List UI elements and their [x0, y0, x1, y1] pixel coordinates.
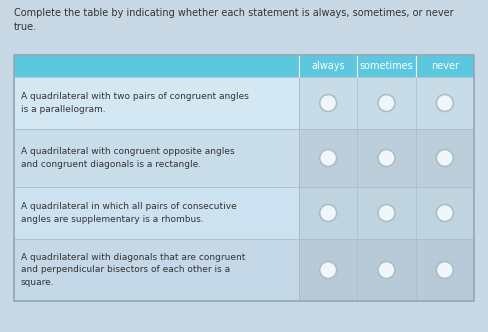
Circle shape: [320, 95, 337, 112]
Text: A quadrilateral with two pairs of congruent angles
is a parallelogram.: A quadrilateral with two pairs of congru…: [21, 92, 249, 114]
Circle shape: [436, 262, 453, 279]
Bar: [299, 187, 474, 239]
Text: A quadrilateral with congruent opposite angles
and congruent diagonals is a rect: A quadrilateral with congruent opposite …: [21, 147, 235, 169]
Circle shape: [436, 95, 453, 112]
Circle shape: [320, 149, 337, 167]
Bar: [14, 77, 299, 129]
Circle shape: [378, 205, 395, 221]
Bar: [14, 55, 474, 301]
Bar: [14, 129, 299, 187]
Bar: [299, 129, 474, 187]
Circle shape: [378, 262, 395, 279]
Bar: [14, 239, 299, 301]
Circle shape: [320, 262, 337, 279]
Circle shape: [320, 205, 337, 221]
Circle shape: [436, 149, 453, 167]
Text: never: never: [431, 61, 459, 71]
Circle shape: [378, 95, 395, 112]
Text: A quadrilateral in which all pairs of consecutive
angles are supplementary is a : A quadrilateral in which all pairs of co…: [21, 202, 237, 224]
Bar: [299, 239, 474, 301]
Bar: [14, 55, 474, 77]
Circle shape: [378, 149, 395, 167]
Text: sometimes: sometimes: [360, 61, 413, 71]
Text: Complete the table by indicating whether each statement is always, sometimes, or: Complete the table by indicating whether…: [14, 8, 454, 32]
Text: always: always: [311, 61, 345, 71]
Bar: [299, 77, 474, 129]
Bar: [14, 187, 299, 239]
Text: A quadrilateral with diagonals that are congruent
and perpendicular bisectors of: A quadrilateral with diagonals that are …: [21, 253, 245, 287]
Circle shape: [436, 205, 453, 221]
